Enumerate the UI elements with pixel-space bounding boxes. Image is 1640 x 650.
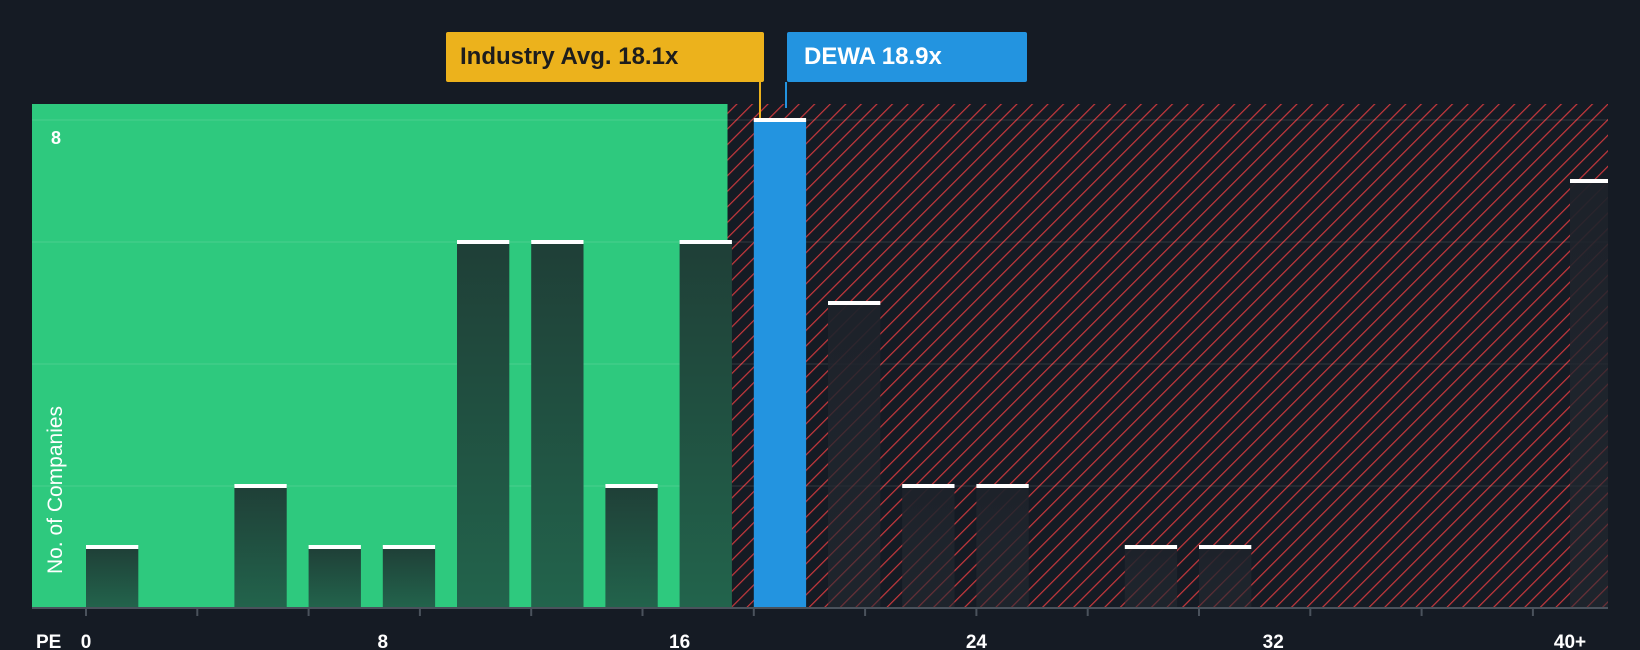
x-tick-label: 8	[378, 632, 389, 650]
histogram-bar	[679, 242, 732, 608]
company-pe-callout: DEWA 18.9x	[787, 32, 1027, 82]
histogram-bar	[457, 242, 510, 608]
x-tick-label: 32	[1263, 632, 1284, 650]
bar-cap	[1570, 179, 1608, 183]
bar-cap	[86, 545, 139, 549]
x-tick-label: 16	[669, 632, 690, 650]
x-axis-title: PE	[36, 632, 61, 650]
histogram-bar	[234, 486, 287, 608]
bar-cap	[976, 484, 1029, 488]
histogram-bar	[828, 303, 881, 608]
bar-cap	[679, 240, 732, 244]
bar-cap	[605, 484, 658, 488]
bar-cap	[1199, 545, 1252, 549]
histogram-bar	[1199, 547, 1252, 608]
bar-cap	[1124, 545, 1178, 549]
bar-cap	[234, 484, 287, 488]
histogram-bar	[1570, 181, 1608, 608]
histogram-bar	[531, 242, 584, 608]
y-axis-title: No. of Companies	[44, 406, 67, 574]
bar-cap	[753, 118, 807, 122]
histogram-bar	[605, 486, 658, 608]
histogram-bar	[902, 486, 955, 608]
industry-average-callout: Industry Avg. 18.1x	[446, 32, 764, 82]
x-tick-label: 40+	[1554, 632, 1586, 650]
histogram-bar	[86, 547, 139, 608]
bar-cap	[457, 240, 510, 244]
histogram-bar	[382, 547, 436, 608]
bar-cap	[382, 545, 436, 549]
histogram-bar	[308, 547, 361, 608]
bar-cap	[531, 240, 584, 244]
y-tick-label: 8	[51, 128, 61, 148]
x-tick-label: 0	[81, 632, 92, 650]
bar-cap	[902, 484, 955, 488]
x-tick-label: 24	[966, 632, 988, 650]
histogram-bar	[976, 486, 1029, 608]
bar-cap	[308, 545, 361, 549]
company-bar	[753, 120, 807, 608]
histogram-bar	[1124, 547, 1178, 608]
bar-cap	[828, 301, 881, 305]
